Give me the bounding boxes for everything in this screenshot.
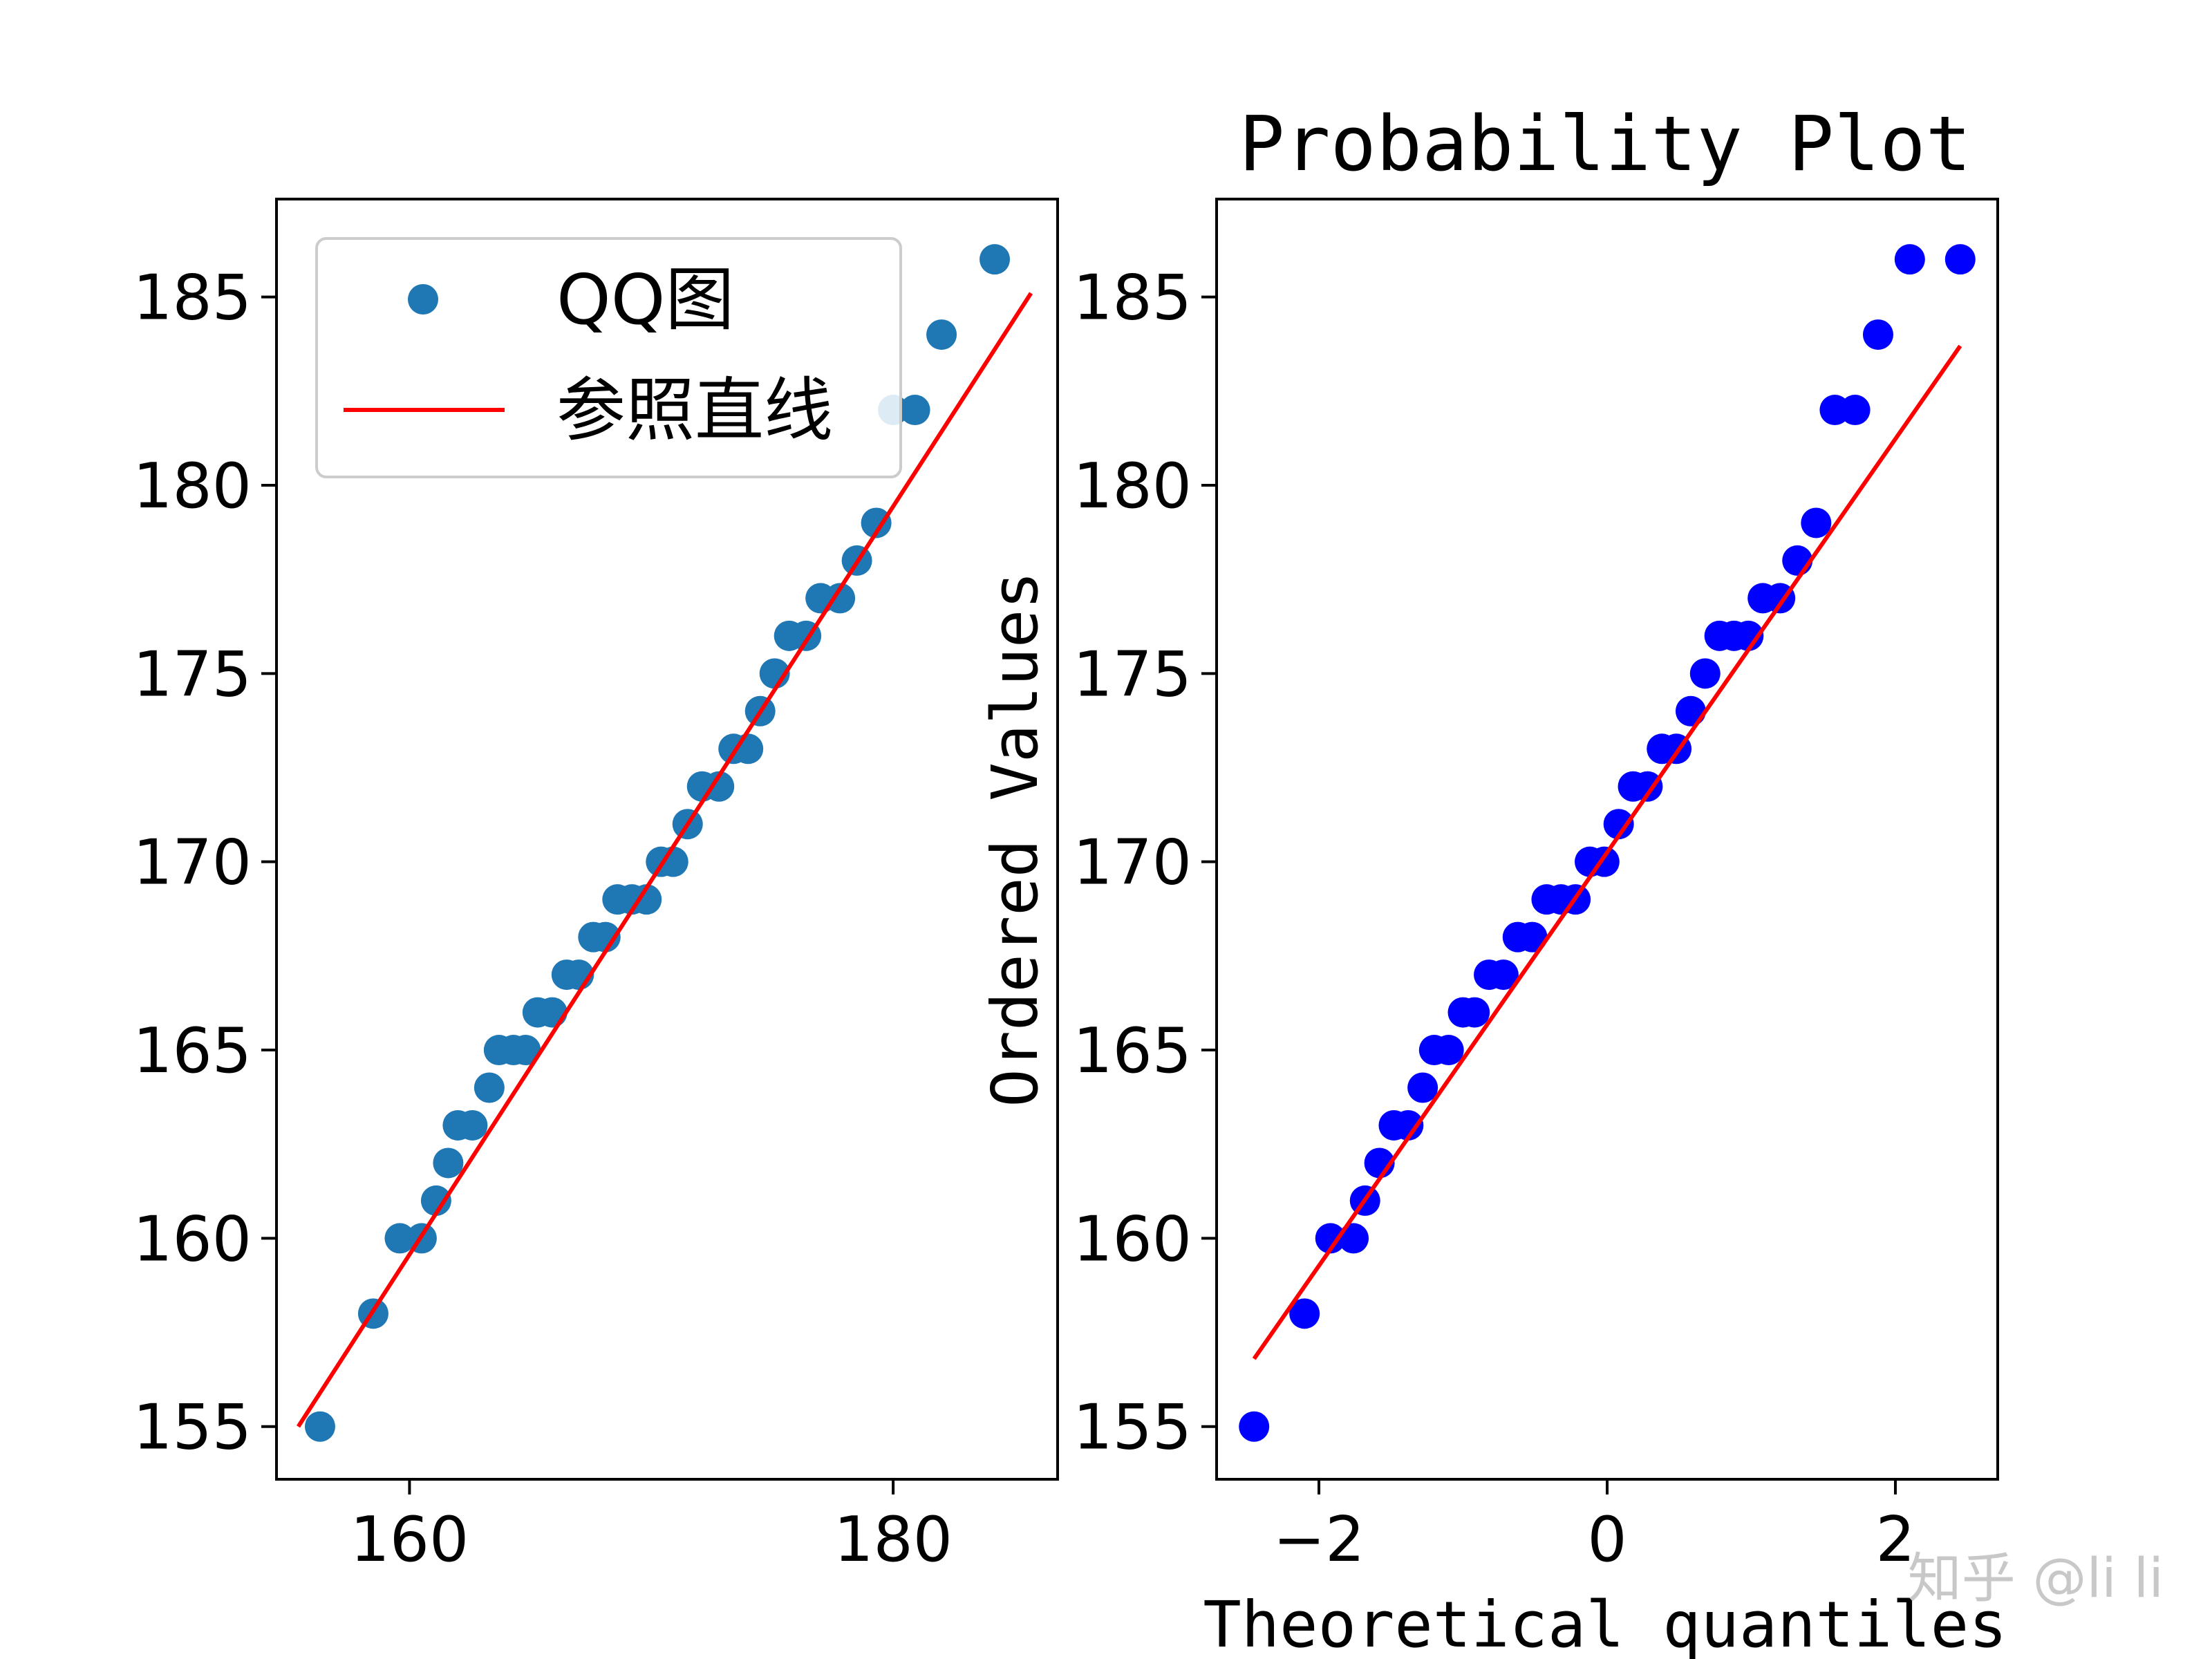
probability-plot-right: Probability Plot −2 0 2 155 160 165 170 175 180 1… [978, 100, 2007, 1659]
left-data-point [536, 997, 568, 1028]
right-data-point [1315, 1223, 1346, 1254]
left-data-point [825, 583, 856, 614]
left-ytick-label: 170 [133, 827, 252, 899]
right-data-point [1393, 1109, 1424, 1141]
right-data-point [1289, 1298, 1320, 1329]
right-data-point [1862, 319, 1893, 350]
right-plot-ticks: −2 0 2 155 160 165 170 175 180 185 [1073, 262, 1915, 1576]
right-data-point [1733, 620, 1764, 651]
right-xtick-label: −2 [1273, 1503, 1365, 1576]
right-data-point [1239, 1411, 1270, 1442]
left-ytick-label: 175 [133, 638, 252, 711]
watermark: 知乎 @li li [1908, 1548, 2164, 1610]
legend-marker-qq [408, 284, 438, 315]
left-data-point [474, 1072, 505, 1103]
right-ytick-label: 170 [1073, 827, 1192, 899]
right-ytick-label: 185 [1073, 262, 1192, 335]
left-xtick-label: 180 [834, 1503, 953, 1576]
right-data-point [1459, 997, 1490, 1028]
left-ytick-label: 160 [133, 1203, 252, 1275]
left-ytick-label: 185 [133, 262, 252, 335]
right-data-point [1839, 395, 1871, 426]
right-data-point [1782, 545, 1813, 576]
legend-label-qq: QQ图 [556, 259, 734, 340]
left-data-point [657, 846, 688, 877]
left-data-point [704, 771, 735, 802]
left-ytick-label: 165 [133, 1015, 252, 1087]
right-plot-xlabel: Theoretical quantiles [1203, 1588, 2007, 1659]
right-ytick-label: 175 [1073, 638, 1192, 711]
right-ytick-label: 160 [1073, 1203, 1192, 1275]
left-data-point [980, 244, 1011, 275]
left-ytick-label: 180 [133, 450, 252, 523]
left-data-point [510, 1035, 541, 1066]
right-data-point [1488, 959, 1519, 991]
right-xtick-label: 2 [1875, 1503, 1915, 1576]
left-data-point [926, 319, 957, 350]
right-data-point [1517, 921, 1548, 953]
right-plot-title: Probability Plot [1239, 100, 1971, 188]
left-xtick-label: 160 [350, 1503, 469, 1576]
left-plot-frame [275, 198, 1059, 1481]
left-data-point [457, 1109, 488, 1141]
left-data-point [384, 1223, 415, 1254]
qq-plot-left: 160 180 155 160 165 170 175 180 185 QQ图 参照直线 [133, 198, 1059, 1576]
left-plot-marks [296, 244, 1033, 1442]
right-data-point [1894, 244, 1925, 275]
right-data-point [1603, 809, 1634, 840]
left-reference-line [296, 292, 1033, 1428]
right-xtick-label: 0 [1587, 1503, 1627, 1576]
left-data-point [304, 1411, 335, 1442]
right-data-point [1338, 1223, 1369, 1254]
legend-box [315, 237, 902, 478]
left-data-point [433, 1147, 464, 1179]
right-data-point [1944, 244, 1976, 275]
right-plot-marks [1239, 244, 1976, 1442]
left-data-point [590, 921, 621, 953]
right-data-point [1632, 771, 1663, 802]
right-data-point [1675, 695, 1706, 727]
legend-label-reference: 参照直线 [556, 370, 833, 451]
right-ytick-label: 155 [1073, 1391, 1192, 1464]
right-data-point [1433, 1035, 1464, 1066]
right-reference-line [1252, 344, 1962, 1360]
right-ytick-label: 165 [1073, 1015, 1192, 1087]
right-data-point [1407, 1072, 1438, 1103]
right-data-point [1689, 658, 1721, 689]
left-data-point [420, 1185, 451, 1216]
right-ytick-label: 180 [1073, 450, 1192, 523]
left-data-point [861, 507, 892, 538]
left-ytick-label: 155 [133, 1391, 252, 1464]
right-plot-ylabel: Ordered Values [978, 571, 1052, 1107]
legend: QQ图 参照直线 [315, 237, 902, 478]
left-plot-ticks: 160 180 155 160 165 170 175 180 185 [133, 262, 953, 1576]
left-data-point [631, 884, 662, 915]
left-data-point [899, 395, 930, 426]
right-data-point [1801, 507, 1832, 538]
